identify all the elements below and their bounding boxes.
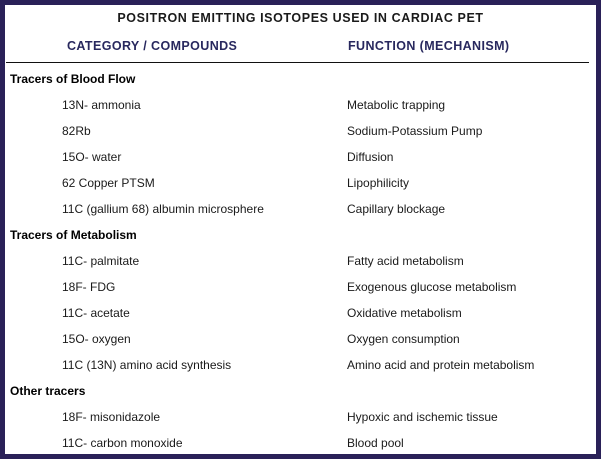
column-header-row: CATEGORY / COMPOUNDS FUNCTION (MECHANISM… <box>5 39 596 55</box>
function-cell: Amino acid and protein metabolism <box>347 358 535 372</box>
table-row: 11C (gallium 68) albumin microsphere Capi… <box>5 197 596 223</box>
compound-cell: 11C (gallium 68) albumin microsphere <box>62 202 264 216</box>
section-header-row: Tracers of Metabolism <box>5 223 596 249</box>
function-cell: Fatty acid metabolism <box>347 254 464 268</box>
header-divider-rule <box>6 62 589 63</box>
table-row: 62 Copper PTSM Lipophilicity <box>5 171 596 197</box>
function-cell: Oxygen consumption <box>347 332 460 346</box>
section-header-label: Tracers of Blood Flow <box>10 72 136 86</box>
function-cell: Sodium-Potassium Pump <box>347 124 483 138</box>
isotope-table: Tracers of Blood Flow 13N- ammonia Metabol… <box>5 67 596 454</box>
function-cell: Metabolic trapping <box>347 98 446 112</box>
table-row: 11C (13N) amino acid synthesis Amino acid… <box>5 353 596 379</box>
function-cell: Hypoxic and ischemic tissue <box>347 410 498 424</box>
function-cell: Capillary blockage <box>347 202 446 216</box>
compound-cell: 18F- misonidazole <box>62 410 161 424</box>
column-header-category: CATEGORY / COMPOUNDS <box>67 39 238 53</box>
table-row: 11C- palmitate Fatty acid metabolism <box>5 249 596 275</box>
compound-cell: 11C (13N) amino acid synthesis <box>62 358 232 372</box>
table-row: 15O- water Diffusion <box>5 145 596 171</box>
table-row: 13N- ammonia Metabolic trapping <box>5 93 596 119</box>
compound-cell: 11C- palmitate <box>62 254 140 268</box>
table-row: 11C- acetate Oxidative metabolism <box>5 301 596 327</box>
function-cell: Oxidative metabolism <box>347 306 462 320</box>
compound-cell: 18F- FDG <box>62 280 116 294</box>
section-header-label: Tracers of Metabolism <box>10 228 137 242</box>
compound-cell: 13N- ammonia <box>62 98 141 112</box>
section-header-row: Other tracers <box>5 379 596 405</box>
table-row: 11C- carbon monoxide Blood pool <box>5 431 596 454</box>
page-title: POSITRON EMITTING ISOTOPES USED IN CARDI… <box>117 11 484 25</box>
function-cell: Lipophilicity <box>347 176 410 190</box>
compound-cell: 15O- water <box>62 150 122 164</box>
column-header-function: FUNCTION (MECHANISM) <box>348 39 510 53</box>
compound-cell: 62 Copper PTSM <box>62 176 155 190</box>
function-cell: Exogenous glucose metabolism <box>347 280 517 294</box>
compound-cell: 82Rb <box>62 124 91 138</box>
function-cell: Diffusion <box>347 150 394 164</box>
section-header-label: Other tracers <box>10 384 86 398</box>
compound-cell: 11C- carbon monoxide <box>62 436 183 450</box>
section-header-row: Tracers of Blood Flow <box>5 67 596 93</box>
table-row: 18F- FDG Exogenous glucose metabolism <box>5 275 596 301</box>
table-row: 15O- oxygen Oxygen consumption <box>5 327 596 353</box>
compound-cell: 11C- acetate <box>62 306 130 320</box>
table-row: 82Rb Sodium-Potassium Pump <box>5 119 596 145</box>
compound-cell: 15O- oxygen <box>62 332 131 346</box>
function-cell: Blood pool <box>347 436 404 450</box>
table-row: 18F- misonidazole Hypoxic and ischemic ti… <box>5 405 596 431</box>
